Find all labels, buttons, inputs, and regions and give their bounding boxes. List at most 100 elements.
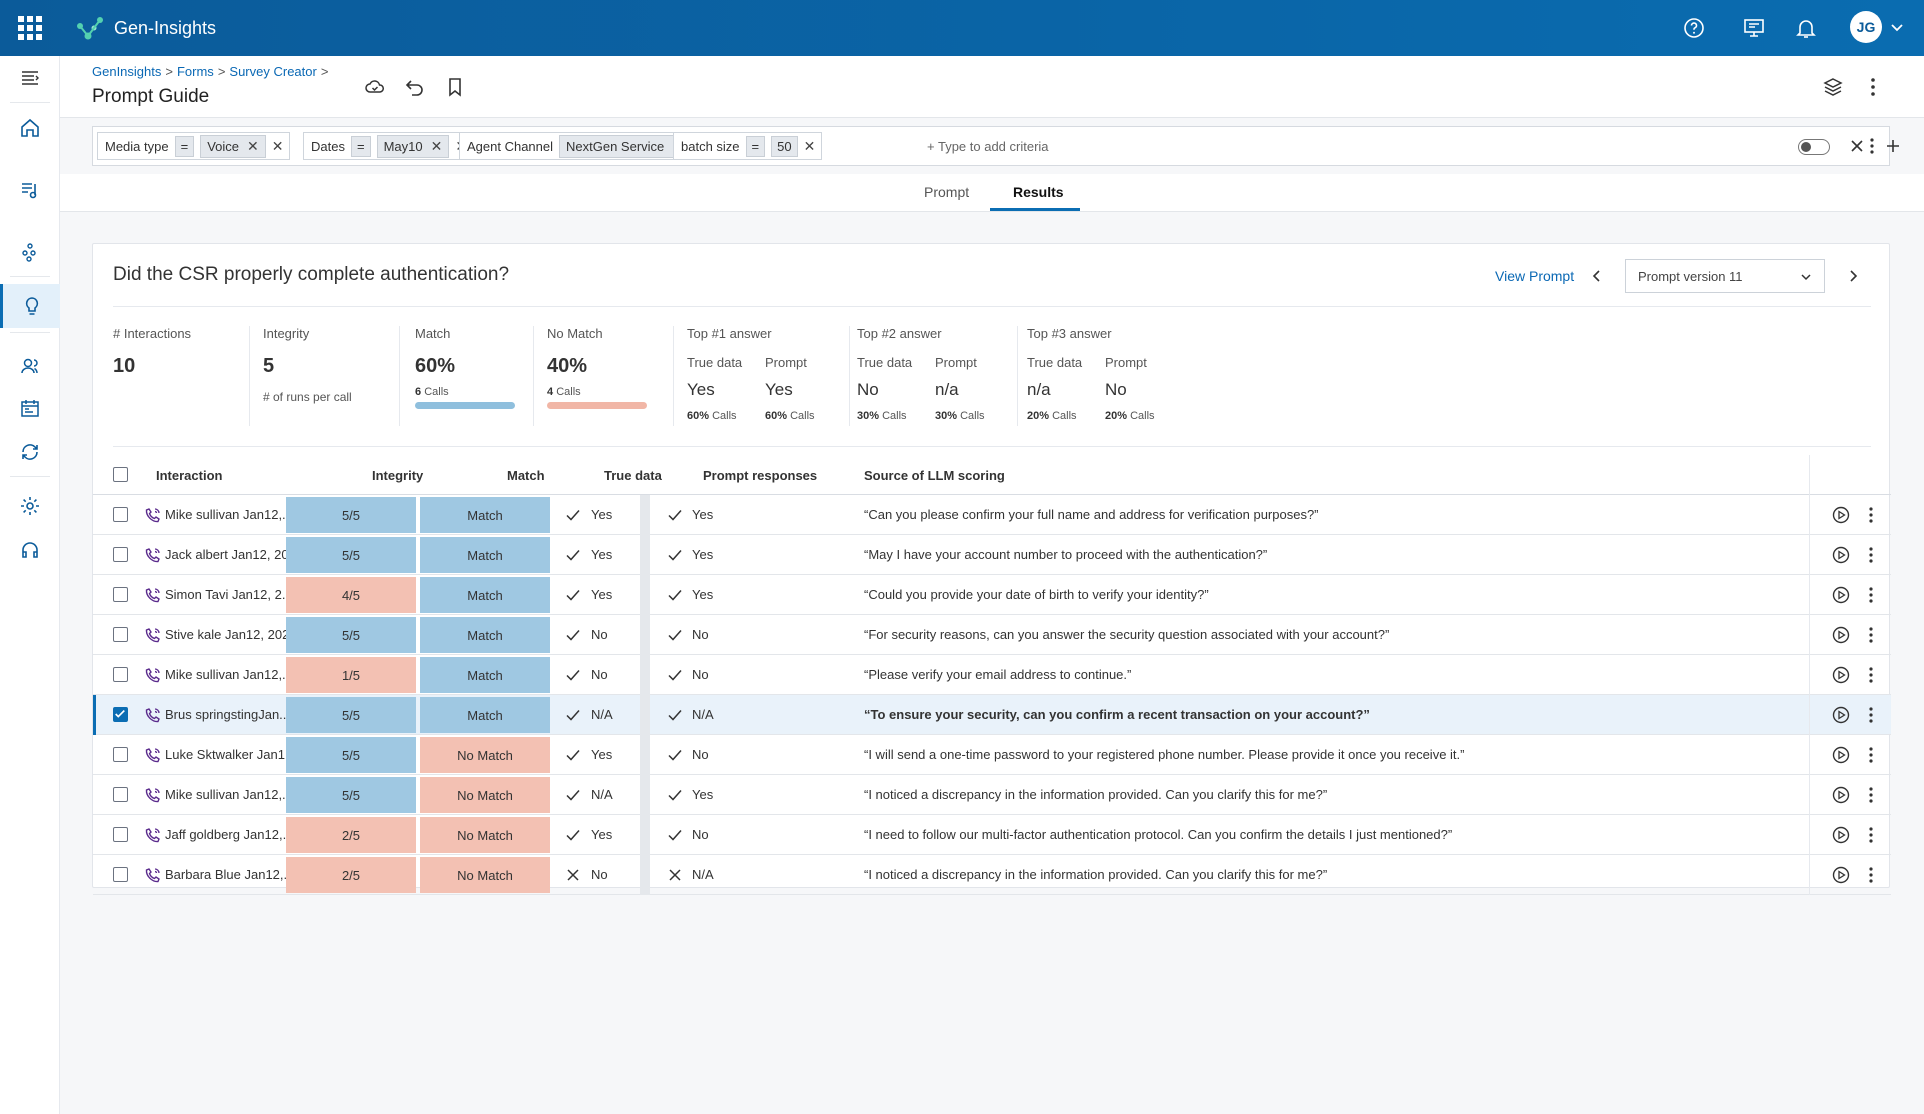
filter-chip-dates[interactable]: Dates = May10 ✕ ✕: [303, 132, 475, 160]
play-circle-icon[interactable]: [1831, 505, 1851, 525]
filter-value[interactable]: Voice ✕: [200, 134, 266, 158]
table-row[interactable]: Mike sullivan Jan12,... 1/5 Match No No “Plea…: [93, 655, 1891, 695]
brand[interactable]: Gen-Insights: [74, 14, 216, 42]
row-checkbox[interactable]: [113, 787, 128, 802]
interaction-name[interactable]: Luke Sktwalker Jan1...: [165, 747, 296, 762]
remove-filter-icon[interactable]: ✕: [271, 137, 284, 154]
add-criteria-input[interactable]: + Type to add criteria: [927, 139, 1049, 154]
filter-toggle[interactable]: [1798, 139, 1830, 155]
plus-icon[interactable]: [1885, 138, 1901, 154]
row-checkbox[interactable]: [113, 747, 128, 762]
play-circle-icon[interactable]: [1831, 825, 1851, 845]
play-circle-icon[interactable]: [1831, 785, 1851, 805]
row-checkbox[interactable]: [113, 707, 128, 722]
filter-chip-agent-channel[interactable]: Agent Channel NextGen Service✕ ✕: [459, 132, 716, 160]
table-row[interactable]: Brus springstingJan... 5/5 Match N/A N/A “To …: [93, 695, 1891, 735]
table-row[interactable]: Simon Tavi Jan12, 2... 4/5 Match Yes Yes “Cou…: [93, 575, 1891, 615]
more-vertical-icon[interactable]: [1861, 865, 1881, 885]
more-vertical-icon[interactable]: [1861, 745, 1881, 765]
play-circle-icon[interactable]: [1831, 665, 1851, 685]
interaction-name[interactable]: Mike sullivan Jan12,...: [165, 667, 293, 682]
table-row[interactable]: Luke Sktwalker Jan1... 5/5 No Match Yes No “I…: [93, 735, 1891, 775]
filter-operator[interactable]: =: [174, 135, 195, 157]
sidebar-item-support[interactable]: [0, 528, 60, 572]
more-vertical-icon[interactable]: [1861, 585, 1881, 605]
play-circle-icon[interactable]: [1831, 585, 1851, 605]
sidebar-item-network[interactable]: [0, 230, 60, 274]
menu-toggle[interactable]: [0, 56, 60, 100]
select-all-checkbox[interactable]: [113, 467, 128, 482]
row-checkbox[interactable]: [113, 587, 128, 602]
close-icon[interactable]: ✕: [430, 137, 443, 154]
interaction-name[interactable]: Brus springstingJan...: [165, 707, 291, 722]
remove-filter-icon[interactable]: ✕: [803, 137, 816, 154]
more-vertical-icon[interactable]: [1861, 825, 1881, 845]
filter-value[interactable]: May10 ✕: [376, 134, 450, 158]
breadcrumb-link[interactable]: Forms: [176, 64, 214, 79]
table-row[interactable]: Mike sullivan Jan12,... 5/5 No Match N/A Yes…: [93, 775, 1891, 815]
filter-chip-media-type[interactable]: Media type = Voice ✕ ✕: [97, 132, 291, 160]
more-vertical-icon[interactable]: [1862, 76, 1884, 98]
column-header-source[interactable]: Source of LLM scoring: [864, 468, 1005, 483]
more-vertical-icon[interactable]: [1861, 705, 1881, 725]
column-header-match[interactable]: Match: [507, 468, 545, 483]
prompt-version-select[interactable]: Prompt version 11: [1625, 259, 1825, 293]
breadcrumb-link[interactable]: Survey Creator: [229, 64, 317, 79]
sidebar-item-playlist[interactable]: [0, 168, 60, 212]
bookmark-icon[interactable]: [444, 76, 466, 98]
user-menu[interactable]: JG: [1850, 11, 1904, 43]
play-circle-icon[interactable]: [1831, 865, 1851, 885]
table-row[interactable]: Jack albert Jan12, 20... 5/5 Match Yes Yes “M…: [93, 535, 1891, 575]
chevron-left-icon[interactable]: [1589, 268, 1605, 284]
more-vertical-icon[interactable]: [1861, 625, 1881, 645]
cloud-icon[interactable]: [364, 76, 386, 98]
bell-icon[interactable]: [1794, 16, 1818, 40]
row-checkbox[interactable]: [113, 827, 128, 842]
play-circle-icon[interactable]: [1831, 745, 1851, 765]
table-row[interactable]: Mike sullivan Jan12,... 5/5 Match Yes Yes “Ca…: [93, 495, 1891, 535]
interaction-name[interactable]: Mike sullivan Jan12,...: [165, 787, 293, 802]
more-vertical-icon[interactable]: [1861, 505, 1881, 525]
tab-prompt[interactable]: Prompt: [924, 184, 970, 200]
breadcrumb-link[interactable]: GenInsights: [92, 64, 162, 79]
sidebar-item-home[interactable]: [0, 106, 60, 150]
help-icon[interactable]: [1682, 16, 1706, 40]
interaction-name[interactable]: Mike sullivan Jan12,...: [165, 507, 293, 522]
table-row[interactable]: Barbara Blue Jan12,... 2/5 No Match No N/A “I…: [93, 855, 1891, 895]
play-circle-icon[interactable]: [1831, 625, 1851, 645]
column-header-true-data[interactable]: True data: [604, 468, 662, 483]
row-checkbox[interactable]: [113, 507, 128, 522]
tab-results[interactable]: Results: [1013, 184, 1064, 200]
table-row[interactable]: Stive kale Jan12, 202... 5/5 Match No No “For…: [93, 615, 1891, 655]
apps-grid-icon[interactable]: [18, 16, 42, 40]
filter-more-icon[interactable]: [1862, 136, 1882, 156]
row-checkbox[interactable]: [113, 547, 128, 562]
play-circle-icon[interactable]: [1831, 545, 1851, 565]
sidebar-item-insights[interactable]: [0, 284, 60, 328]
filter-value[interactable]: 50: [771, 135, 798, 157]
undo-icon[interactable]: [404, 76, 426, 98]
interaction-name[interactable]: Barbara Blue Jan12,...: [165, 867, 295, 882]
clear-icon[interactable]: [1849, 138, 1865, 154]
row-checkbox[interactable]: [113, 667, 128, 682]
layers-icon[interactable]: [1822, 76, 1844, 98]
filter-operator[interactable]: =: [745, 135, 766, 157]
chevron-right-icon[interactable]: [1845, 268, 1861, 284]
sidebar-item-calendar[interactable]: [0, 386, 60, 430]
table-row[interactable]: Jaff goldberg Jan12,... 2/5 No Match Yes No “…: [93, 815, 1891, 855]
row-checkbox[interactable]: [113, 867, 128, 882]
sidebar-item-users[interactable]: [0, 344, 60, 388]
sidebar-item-sync[interactable]: [0, 430, 60, 474]
column-header-interaction[interactable]: Interaction: [156, 468, 223, 483]
more-vertical-icon[interactable]: [1861, 665, 1881, 685]
interaction-name[interactable]: Jaff goldberg Jan12,...: [165, 827, 294, 842]
close-icon[interactable]: ✕: [247, 137, 259, 154]
filter-chip-batch-size[interactable]: batch size = 50 ✕: [673, 132, 823, 160]
row-checkbox[interactable]: [113, 627, 128, 642]
interaction-name[interactable]: Simon Tavi Jan12, 2...: [165, 587, 293, 602]
monitor-icon[interactable]: [1742, 16, 1766, 40]
filter-operator[interactable]: =: [350, 135, 371, 157]
more-vertical-icon[interactable]: [1861, 545, 1881, 565]
play-circle-icon[interactable]: [1831, 705, 1851, 725]
more-vertical-icon[interactable]: [1861, 785, 1881, 805]
